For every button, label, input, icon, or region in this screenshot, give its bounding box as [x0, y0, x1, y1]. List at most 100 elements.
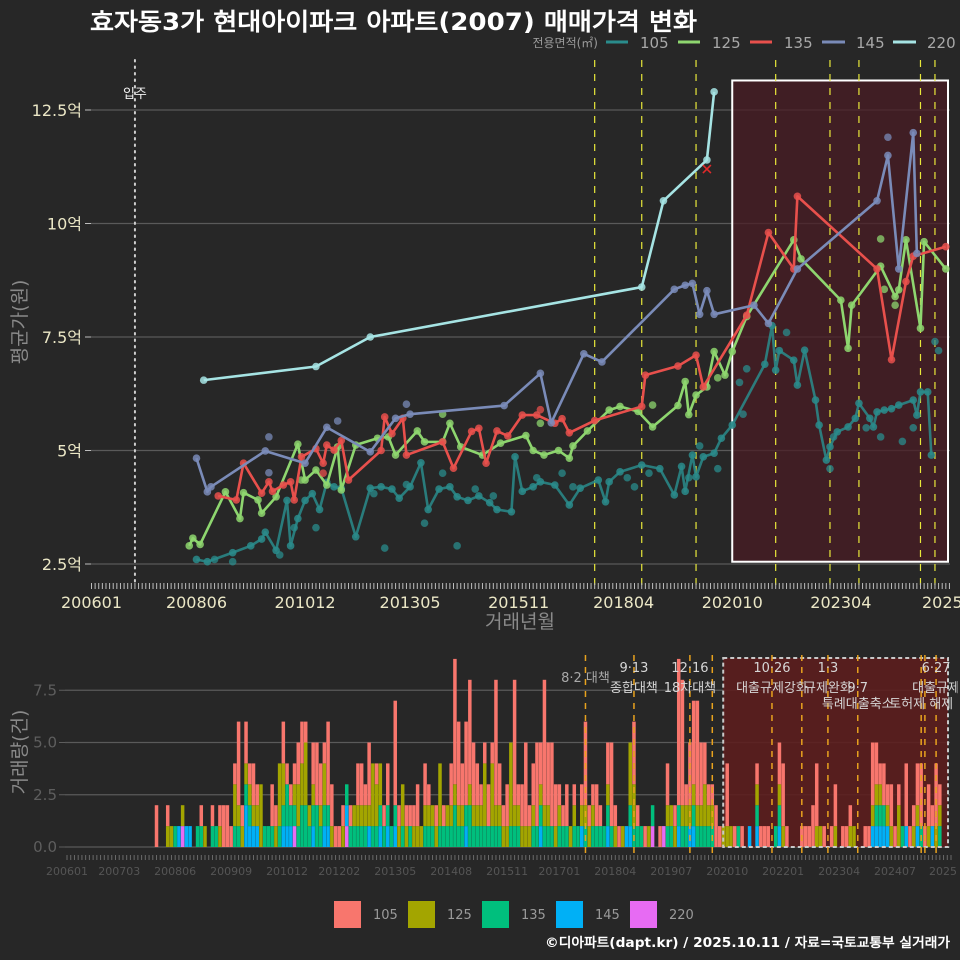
bar-segment-145 [870, 826, 875, 847]
bar-segment-135 [173, 826, 177, 847]
bar-segment-145 [177, 826, 181, 847]
x-tick-label: 201408 [430, 865, 472, 878]
bar-segment-125 [878, 784, 882, 806]
bar-segment-125 [520, 826, 524, 847]
data-point-105 [228, 557, 237, 566]
bar-segment-135 [214, 826, 218, 847]
bar-segment-125 [852, 826, 856, 847]
data-point-135 [793, 192, 802, 201]
data-point-145 [884, 151, 892, 160]
bar-segment-125 [497, 805, 502, 827]
data-point-125 [185, 542, 194, 550]
data-point-125 [728, 347, 737, 356]
bar-segment-125 [755, 784, 759, 806]
data-point-135 [565, 428, 574, 437]
annotation-text: 9·13 [619, 661, 648, 676]
annotation-text: 종합대책 [610, 681, 658, 696]
data-point-125 [920, 237, 928, 246]
data-point-125 [894, 285, 903, 294]
bar-segment-135 [348, 826, 353, 847]
bar-segment-125 [240, 826, 245, 847]
data-point-105 [728, 421, 737, 429]
bar-segment-145 [691, 826, 696, 847]
bar-segment-105 [811, 805, 815, 847]
bar-segment-220 [650, 826, 655, 847]
y-tick-label: 7.5억 [42, 328, 82, 347]
data-point-105 [435, 485, 443, 493]
x-tick-label: 200601 [46, 865, 88, 878]
legend-label-135: 135 [784, 34, 813, 52]
bar-segment-135 [318, 826, 323, 847]
data-point-105 [866, 414, 874, 423]
data-point-105 [551, 481, 559, 489]
bar-segment-125 [531, 805, 535, 827]
data-point-105 [934, 346, 943, 355]
data-point-125 [272, 493, 280, 501]
bar-segment-125 [359, 805, 364, 827]
data-point-145 [323, 423, 331, 432]
bar-segment-105 [315, 742, 319, 806]
bar-segment-135 [326, 805, 330, 827]
bar-segment-105 [755, 763, 759, 785]
bar-segment-105 [449, 763, 453, 806]
data-point-135 [279, 481, 288, 489]
data-point-105 [855, 399, 863, 408]
bar-segment-125 [322, 763, 327, 806]
bar-segment-105 [322, 742, 327, 764]
series-line-145 [195, 131, 919, 494]
bar-segment-105 [363, 784, 368, 806]
bar-segment-135 [755, 805, 759, 827]
bar-segment-105 [393, 700, 397, 806]
y-tick-label: 5.0 [33, 734, 57, 752]
bar-segment-135 [270, 826, 274, 847]
bar-segment-220 [292, 826, 297, 847]
bar-legend-label-105: 105 [373, 908, 398, 923]
bar-segment-105 [527, 805, 532, 827]
data-point-105 [811, 396, 820, 404]
data-point-135 [290, 496, 299, 504]
data-point-105 [257, 535, 266, 543]
bar-segment-135 [248, 805, 252, 827]
bar-segment-125 [848, 826, 853, 847]
bar-segment-135 [736, 826, 741, 847]
bar-segment-135 [266, 826, 271, 847]
bar-segment-135 [561, 826, 565, 847]
bar-segment-105 [415, 784, 420, 827]
x-tick-label: 202407 [874, 865, 916, 878]
bar-segment-135 [438, 826, 442, 847]
bar-segment-105 [333, 826, 338, 847]
y-tick-label: 7.5 [33, 681, 57, 699]
annotation-text: 1·3 [818, 661, 839, 676]
data-point-135 [590, 416, 599, 425]
bar-segment-105 [475, 763, 480, 806]
bar-legend-item-125: 125 [408, 901, 472, 928]
data-point-135 [692, 351, 700, 359]
bar-segment-105 [919, 763, 923, 827]
bar-segment-220 [662, 826, 666, 847]
x-tick-label: 201511 [486, 865, 528, 878]
bar-segment-105 [732, 826, 737, 847]
bar-segment-125 [363, 805, 368, 827]
bar-segment-125 [438, 763, 442, 827]
data-point-105 [312, 523, 320, 532]
data-point-125 [337, 486, 346, 494]
bar-segment-105 [703, 742, 707, 785]
data-point-105 [862, 424, 870, 432]
bar-segment-105 [688, 742, 692, 806]
bar-segment-135 [378, 805, 383, 827]
bar-segment-105 [643, 826, 647, 847]
data-point-125 [554, 446, 563, 455]
bar-segment-105 [725, 763, 729, 827]
bar-segment-135 [483, 826, 487, 847]
bar-segment-105 [706, 784, 711, 806]
data-point-105 [645, 469, 653, 478]
legend-item-220: 220 [893, 34, 956, 52]
bar-segment-105 [766, 826, 770, 847]
bar-segment-220 [180, 826, 185, 847]
y-tick-label: 10억 [47, 215, 82, 234]
bar-segment-125 [915, 805, 920, 827]
data-point-125 [446, 419, 454, 428]
data-point-145 [894, 265, 903, 273]
bar-legend-label-220: 220 [669, 908, 694, 923]
bar-segment-135 [665, 826, 670, 847]
